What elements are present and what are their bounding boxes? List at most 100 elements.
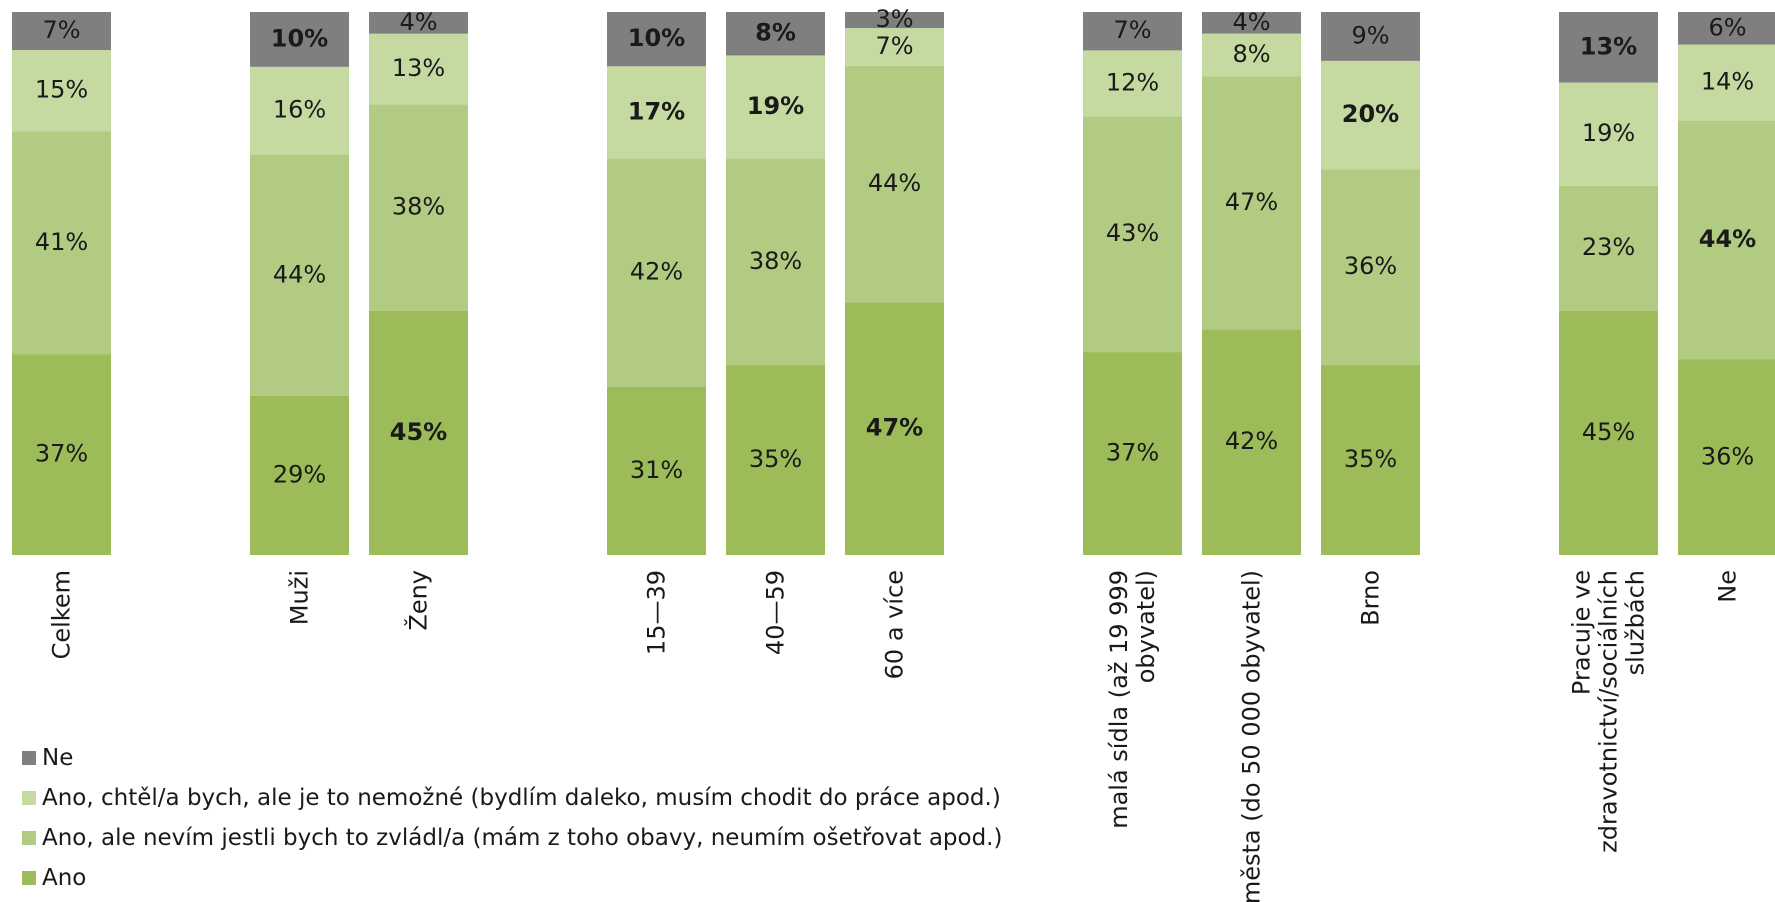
category-label: malá sídla (až 19 999obyvatel) [1105, 570, 1160, 829]
data-label: 17% [628, 97, 685, 125]
legend-swatch [22, 751, 36, 765]
bar-segment [12, 50, 111, 132]
data-label: 41% [35, 228, 88, 256]
bar-segment [607, 12, 706, 67]
data-label: 36% [1701, 442, 1754, 470]
data-label: 6% [1708, 13, 1746, 41]
data-label: 44% [273, 260, 326, 288]
bar-stack: 37% 41% 15% 7% [12, 12, 111, 555]
bar-segment [845, 65, 944, 303]
category-label: Pracuje vezdravotnictví/sociálníchslužbá… [1568, 570, 1650, 853]
legend-label: Ne [42, 745, 74, 771]
data-label: 29% [273, 460, 326, 488]
data-label: 12% [1106, 68, 1159, 96]
data-label: 37% [35, 440, 88, 468]
data-label: 8% [755, 19, 796, 47]
bar-segment [726, 12, 825, 56]
data-label: 19% [747, 92, 804, 120]
bar-segment [726, 55, 825, 159]
data-label: 15% [35, 76, 88, 104]
bar-segment [250, 66, 349, 155]
bar-segment [12, 12, 111, 51]
category-label: 60 a více [881, 570, 909, 679]
legend-item: Ano, ale nevím jestli bych to zvládl/a (… [22, 818, 1002, 858]
bar-segment [369, 33, 468, 105]
data-label: 7% [875, 32, 913, 60]
data-label: 7% [42, 16, 80, 44]
bar-segment [1559, 82, 1658, 186]
legend-swatch [22, 871, 36, 885]
category-label: 15—39 [643, 570, 671, 655]
bar-segment [12, 354, 111, 555]
bar-stack: 47% 44% 7%3% [845, 5, 944, 555]
bar-segment [1678, 120, 1775, 360]
data-label: 45% [1582, 418, 1635, 446]
data-label: 38% [749, 247, 802, 275]
data-label: 38% [392, 192, 445, 220]
data-label: 13% [392, 54, 445, 82]
data-label: 7% [1113, 16, 1151, 44]
legend: Ne Ano, chtěl/a bych, ale je to nemožné (… [22, 738, 1002, 898]
bar-stack: 36% 44% 14% 6% [1678, 12, 1775, 555]
data-label: 10% [628, 24, 685, 52]
data-label: 4% [1232, 8, 1270, 36]
bar-stack: 35% 36% 20% 9% [1321, 12, 1420, 555]
bar-stack: 42% 47% 8% 4% [1202, 8, 1301, 555]
bar-segment [1083, 352, 1182, 555]
bar-segment [369, 310, 468, 555]
bar-segment [250, 12, 349, 67]
data-label: 35% [749, 445, 802, 473]
data-label: 8% [1232, 40, 1270, 68]
bar-stack: 31% 42% 17% 10% [607, 12, 706, 555]
data-label: 36% [1344, 252, 1397, 280]
data-label: 16% [273, 96, 326, 124]
bar-segment [1678, 12, 1775, 45]
category-label: 40—59 [762, 570, 790, 655]
legend-label: Ano [42, 865, 87, 891]
bar-segment [726, 364, 825, 555]
data-label: 10% [271, 24, 328, 52]
data-label: 23% [1582, 233, 1635, 261]
bar-stack: 45% 38% 13% 4% [369, 8, 468, 555]
data-label: 19% [1582, 119, 1635, 147]
legend-item: Ne [22, 738, 1002, 778]
bar-segment [845, 302, 944, 555]
data-label: 44% [868, 169, 921, 197]
bar-segment [607, 386, 706, 555]
data-label: 3% [875, 5, 913, 33]
legend-item: Ano, chtěl/a bych, ale je to nemožné (by… [22, 778, 1002, 818]
data-label: 44% [1699, 225, 1756, 253]
bar-segment [1083, 116, 1182, 353]
bar-segment [1202, 12, 1301, 34]
bar-segment [607, 158, 706, 387]
bar-segment [726, 158, 825, 365]
bar-segment [1321, 60, 1420, 170]
bar-segment [1321, 169, 1420, 365]
data-label: 47% [866, 414, 923, 442]
data-label: 31% [630, 456, 683, 484]
bar-segment [1083, 50, 1182, 117]
legend-swatch [22, 791, 36, 805]
data-label: 45% [390, 418, 447, 446]
data-label: 13% [1580, 32, 1637, 60]
bar-segment [1559, 185, 1658, 311]
bar-stack: 37% 43% 12% 7% [1083, 12, 1182, 555]
legend-item: Ano [22, 858, 1002, 898]
bar-stack: 29% 44% 16% 10% [250, 12, 349, 555]
data-label: 14% [1701, 68, 1754, 96]
bar-segment [1202, 329, 1301, 555]
legend-label: Ano, ale nevím jestli bych to zvládl/a (… [42, 825, 1003, 851]
bar-segment [1321, 12, 1420, 61]
bar-segment [12, 131, 111, 355]
data-label: 37% [1106, 439, 1159, 467]
category-label: Ne [1714, 570, 1742, 603]
bar-stack: 35% 38% 19% 8% [726, 12, 825, 555]
bar-segment [369, 12, 468, 34]
bar-segment [1678, 44, 1775, 121]
bar-segment [250, 395, 349, 555]
bar-segment [369, 104, 468, 311]
bar-stack: 45% 23% 19% 13% [1559, 12, 1658, 555]
bar-segment [250, 154, 349, 396]
bar-segment [1202, 33, 1301, 77]
